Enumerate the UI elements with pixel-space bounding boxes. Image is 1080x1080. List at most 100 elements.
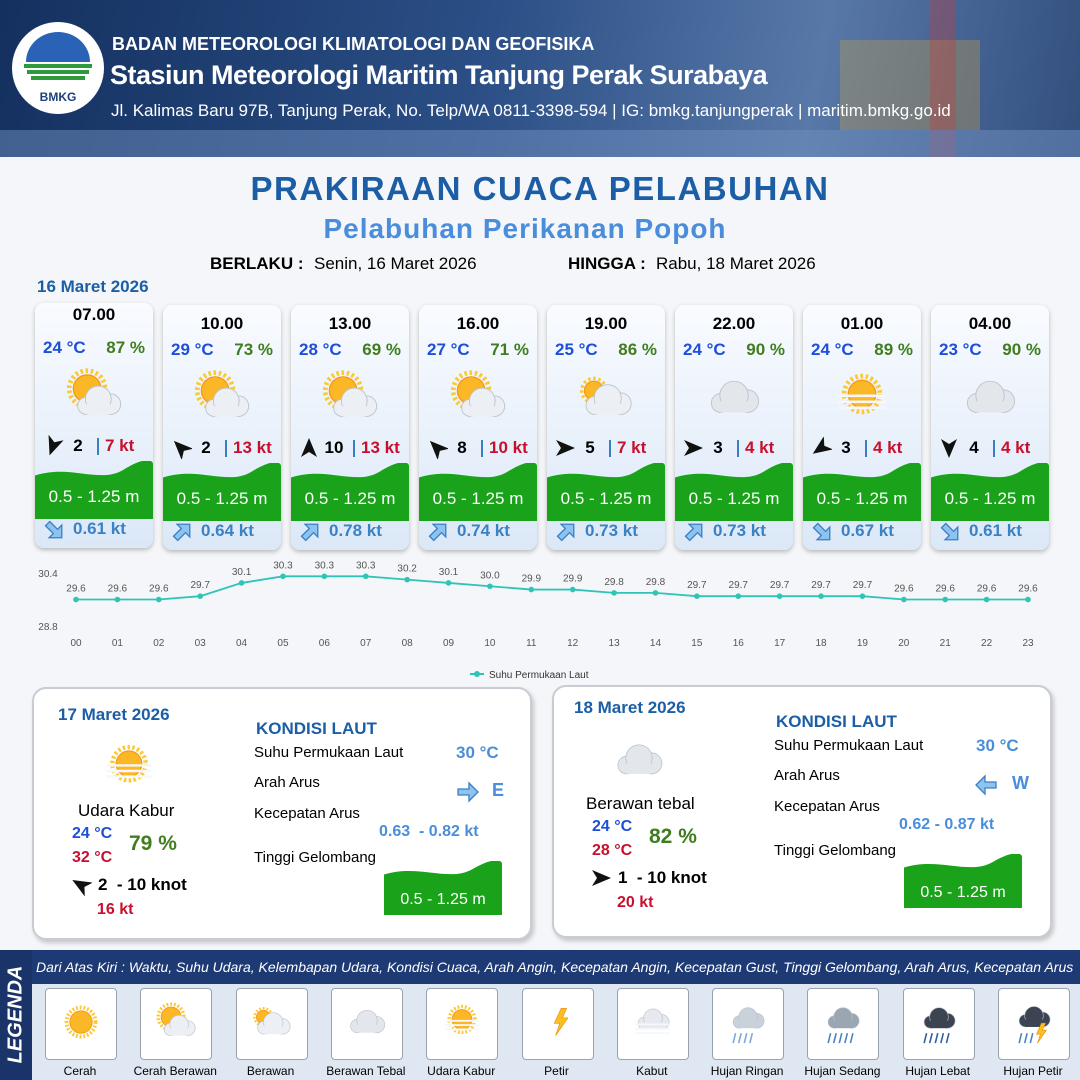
cloud-base [342, 406, 367, 417]
cloud-base [86, 404, 111, 415]
wave-shape [291, 463, 409, 521]
wind-arrow [429, 440, 448, 459]
wind-speed: 2 [201, 438, 211, 457]
point [694, 593, 700, 599]
legend-icon-box [902, 988, 975, 1060]
daily-condition: Udara Kabur [78, 801, 175, 820]
x-tick-label: 02 [153, 638, 165, 649]
air-temp: 24 °C [683, 340, 726, 359]
data-label: 30.2 [397, 564, 417, 575]
air-temp: 23 °C [939, 340, 982, 359]
point [321, 573, 328, 580]
cloud-base [739, 1020, 757, 1029]
legend-icon [64, 1005, 98, 1039]
data-label: 29.6 [108, 584, 128, 595]
x-tick-label: 23 [1022, 638, 1034, 649]
data-label: 29.6 [977, 584, 997, 595]
current-dir: E [492, 780, 505, 800]
point [818, 593, 824, 599]
current-arrow [44, 520, 63, 539]
point [404, 576, 410, 583]
x-tick-label: 22 [981, 638, 993, 649]
rain-drop [1018, 1032, 1023, 1044]
legend-icon [635, 1008, 671, 1035]
current-arrow-shape [812, 522, 831, 541]
point [1025, 596, 1031, 603]
rain-drop [939, 1032, 944, 1044]
data-label: 29.9 [522, 574, 542, 585]
air-temp: 27 °C [427, 340, 470, 359]
wave-fill [931, 463, 1049, 521]
daily-wind: 1 - 10 knot [618, 868, 707, 887]
current-speed: 0.61 kt [73, 519, 126, 538]
data-label: 29.8 [604, 577, 624, 588]
daily-gust: 20 kt [617, 894, 654, 911]
x-tick-label: 08 [402, 638, 414, 649]
daily-humidity: 79 % [129, 832, 177, 855]
daily-wave: 0.5 - 1.25 m [400, 891, 486, 908]
rain-drop [743, 1032, 748, 1044]
point [735, 593, 742, 599]
humidity: 90 % [746, 340, 785, 359]
legend-icon [827, 1007, 860, 1044]
legend-strip [0, 950, 1080, 984]
point [73, 596, 79, 603]
gust-speed: 7 kt [617, 438, 647, 457]
cloud-base [263, 1026, 282, 1035]
current-arrow-shape [940, 522, 959, 541]
legend-icon-box [140, 988, 213, 1060]
legend-icon [252, 1006, 291, 1035]
sun [847, 379, 877, 409]
daily-humidity: 82 % [649, 825, 697, 848]
title: PRAKIRAAN CUACA PELABUHAN [250, 170, 830, 207]
cloud-base [170, 1028, 189, 1036]
x-tick-label: 01 [112, 638, 124, 649]
legend-icon-box [330, 988, 403, 1060]
data-label: 30.3 [315, 560, 335, 571]
current-speed-label: Kecepatan Arus [254, 805, 360, 822]
wind-arrow [812, 437, 832, 454]
current-arrow-shape [428, 523, 447, 542]
data-label: 29.9 [563, 574, 583, 585]
legend-title: LEGENDA [4, 965, 27, 1064]
current-arrow-shape [44, 520, 63, 539]
logo-waves [24, 64, 92, 80]
forecast-card: 10.00 29 °C 73 % 2 13 kt 0.5 - 1.25 m 0.64 kt [163, 305, 281, 550]
lightning [553, 1008, 569, 1036]
daily-wind-arrow-head [592, 870, 611, 886]
legend-item: Hujan Petir [1003, 1064, 1063, 1078]
legend-item: Hujan Sedang [804, 1064, 881, 1078]
sun-rays [447, 1004, 477, 1035]
legend-item: Berawan Tebal [326, 1064, 406, 1078]
wave-height: 0.5 - 1.25 m [944, 489, 1036, 508]
humidity: 73 % [234, 340, 273, 359]
data-label: 30.0 [480, 570, 500, 581]
wave-fill [291, 463, 409, 521]
legend-item: Hujan Ringan [710, 1064, 784, 1078]
rain-drop [1023, 1032, 1028, 1044]
separator [865, 440, 867, 457]
daily-wind-arrow [72, 880, 92, 896]
agency-name: BADAN METEOROLOGI KLIMATOLOGI DAN GEOFIS… [112, 34, 595, 54]
x-tick-label: 05 [277, 638, 289, 649]
cloud-base [720, 401, 748, 413]
humidity: 86 % [618, 340, 657, 359]
wave-shape [931, 463, 1049, 521]
wave-fill [384, 861, 502, 915]
current-arrow [975, 774, 997, 796]
x-tick-label: 09 [443, 638, 455, 649]
current-arrow [940, 522, 959, 541]
x-tick-label: 17 [774, 638, 786, 649]
sun [451, 1009, 473, 1030]
wave-height: 0.5 - 1.25 m [48, 487, 140, 506]
wave-shape [803, 463, 921, 521]
legend-marker [474, 671, 480, 677]
wind-speed: 3 [841, 438, 851, 457]
data-label: 29.6 [894, 584, 914, 595]
daily-gust: 16 kt [97, 901, 134, 918]
air-temp: 25 °C [555, 340, 598, 359]
x-tick-label: 13 [609, 638, 621, 649]
x-tick-label: 19 [857, 638, 869, 649]
